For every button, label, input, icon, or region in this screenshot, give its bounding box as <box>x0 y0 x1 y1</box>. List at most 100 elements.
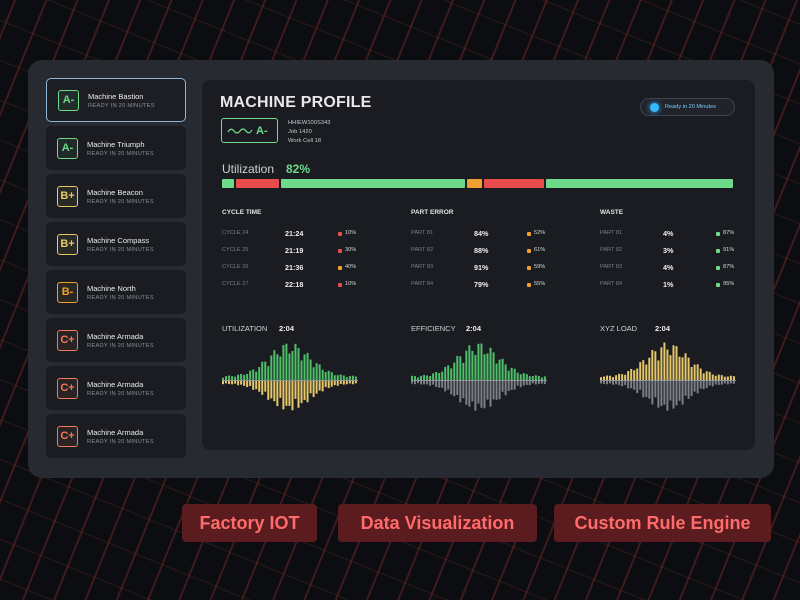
chart-bar-up <box>624 374 627 380</box>
stat-column-title: CYCLE TIME <box>222 209 262 216</box>
chart-bar-up <box>633 370 636 380</box>
chart-bar-up <box>537 375 540 380</box>
chart-bar-down <box>222 381 224 385</box>
chart-bar-up <box>252 369 255 380</box>
stat-row-label: CYCLE 24 <box>222 230 249 236</box>
chart-bar-up <box>636 368 639 380</box>
chart-bar-up <box>441 371 444 380</box>
chart-bar-up <box>495 363 498 380</box>
chart-bar-up <box>246 373 249 380</box>
machine-name: Machine Beacon <box>87 187 143 197</box>
utilization-segment <box>546 179 733 188</box>
chart-bar-up <box>627 371 630 380</box>
chart-bar-up <box>510 367 513 380</box>
ready-status-badge: Ready in 20 Minutes <box>640 98 735 116</box>
chart-bar-up <box>471 350 474 380</box>
status-indicator-icon <box>527 265 531 270</box>
chart-bar-up <box>516 372 519 380</box>
stat-row-percent: 61% <box>534 247 546 253</box>
profile-grade-badge: A- <box>221 118 278 143</box>
chart-bar-down <box>315 381 318 394</box>
machine-list-item[interactable]: A- Machine Bastion READY IN 20 MINUTES <box>46 78 186 122</box>
chart-bar-up <box>306 352 309 380</box>
chart-bar-up <box>645 364 648 380</box>
chart-bar-up <box>489 347 492 380</box>
chart-bar-up <box>492 352 495 380</box>
utilization-label: Utilization <box>222 162 275 176</box>
chart-bar-up <box>444 366 447 380</box>
mini-bar-chart <box>411 343 547 411</box>
chart-bar-down <box>453 381 456 397</box>
chart-bar-up <box>414 376 417 380</box>
chart-bar-up <box>720 375 723 380</box>
machine-list-item[interactable]: B- Machine North READY IN 20 MINUTES <box>46 270 186 314</box>
utilization-segment <box>483 179 545 188</box>
chart-bar-up <box>267 366 270 380</box>
status-indicator-icon <box>527 248 531 253</box>
machine-serial: HHIEW100S343 <box>288 120 331 126</box>
grade-badge: A- <box>58 89 79 111</box>
machine-status: READY IN 20 MINUTES <box>87 342 154 349</box>
chart-bar-up <box>228 375 231 380</box>
machine-list-item[interactable]: A- Machine Triumph READY IN 20 MINUTES <box>46 126 186 170</box>
chart-bar-down <box>321 381 324 392</box>
chart-bar-up <box>411 375 413 380</box>
chart-bar-up <box>285 343 288 380</box>
job-number: Job 1420 <box>288 128 312 135</box>
chart-bar-up <box>435 371 438 380</box>
stat-row-label: PART 84 <box>411 281 434 287</box>
chart-bar-up <box>621 374 624 380</box>
chart-bar-down <box>651 381 654 405</box>
chart-bar-down <box>462 381 465 399</box>
machine-name: Machine North <box>87 283 136 293</box>
chart-bar-down <box>714 381 717 385</box>
stat-row-label: PART 81 <box>600 230 623 236</box>
chart-bar-down <box>687 381 690 399</box>
stat-row: PART 81 4% 87% <box>600 229 740 240</box>
chart-bar-down <box>468 381 471 407</box>
status-indicator-icon <box>527 282 531 287</box>
utilization-segment <box>280 179 465 188</box>
chart-bar-up <box>600 377 602 380</box>
machine-list-item[interactable]: B+ Machine Compass READY IN 20 MINUTES <box>46 222 186 266</box>
chart-bar-down <box>648 381 651 399</box>
chart-bar-up <box>726 376 729 380</box>
chart-bar-down <box>324 381 327 387</box>
machine-list-item[interactable]: C+ Machine Armada READY IN 20 MINUTES <box>46 414 186 458</box>
chart-bar-down <box>255 381 258 390</box>
status-indicator-icon <box>338 248 342 253</box>
chart-bar-up <box>465 350 468 380</box>
machine-list-item[interactable]: B+ Machine Beacon READY IN 20 MINUTES <box>46 174 186 218</box>
grade-badge: A- <box>57 137 78 159</box>
machine-list-item[interactable]: C+ Machine Armada READY IN 20 MINUTES <box>46 318 186 362</box>
machine-list-item[interactable]: C+ Machine Armada READY IN 20 MINUTES <box>46 366 186 410</box>
chart-bar-down <box>609 381 612 384</box>
chart-bar-up <box>486 353 489 380</box>
chart-bar-down <box>726 381 729 385</box>
chart-bar-down <box>477 381 480 404</box>
status-indicator-icon <box>527 231 531 236</box>
chart-bar-up <box>474 354 477 380</box>
chart-bar-down <box>438 381 441 388</box>
chart-bar-down <box>654 381 657 398</box>
chart-bar-up <box>612 377 615 380</box>
grade-badge: B- <box>57 281 78 303</box>
feature-tag: Custom Rule Engine <box>554 504 771 542</box>
chart-bar-up <box>660 347 663 380</box>
chart-bar-up <box>696 364 699 380</box>
chart-bar-up <box>531 376 534 380</box>
chart-bar-up <box>297 348 300 380</box>
stat-row-value: 3% <box>663 246 674 255</box>
chart-bar-down <box>606 381 609 385</box>
stat-row-value: 4% <box>663 229 674 238</box>
chart-bar-down <box>225 381 228 384</box>
chart-bar-down <box>294 381 297 399</box>
chart-bar-down <box>333 381 336 386</box>
machine-status: READY IN 20 MINUTES <box>88 102 155 109</box>
chart-bar-up <box>681 357 684 380</box>
stat-row: CYCLE 26 21:36 40% <box>222 263 362 274</box>
chart-bar-down <box>240 381 243 385</box>
status-indicator-icon <box>716 265 720 270</box>
chart-bar-down <box>702 381 705 390</box>
stat-row-label: PART 82 <box>411 247 434 253</box>
